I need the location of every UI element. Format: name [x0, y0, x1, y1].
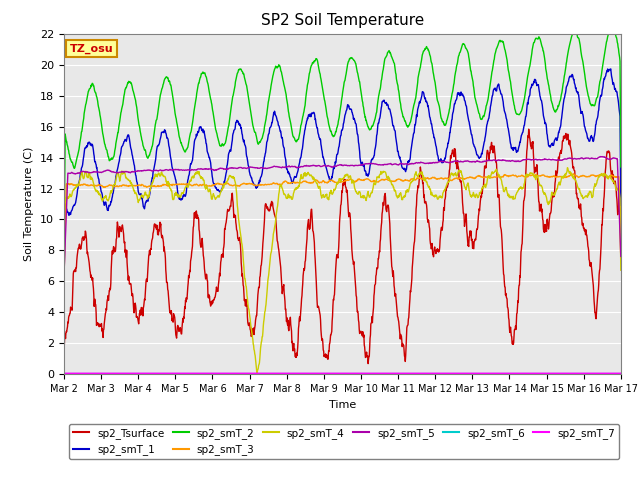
- sp2_smT_4: [170, 194, 178, 200]
- sp2_smT_5: [502, 157, 509, 163]
- sp2_smT_7: [60, 371, 68, 376]
- sp2_smT_6: [184, 371, 191, 376]
- sp2_smT_1: [617, 203, 625, 208]
- sp2_smT_4: [246, 316, 254, 322]
- Text: TZ_osu: TZ_osu: [70, 44, 113, 54]
- sp2_smT_2: [246, 105, 254, 110]
- sp2_smT_2: [569, 31, 577, 36]
- sp2_smT_2: [170, 105, 178, 110]
- sp2_smT_2: [429, 67, 436, 72]
- sp2_smT_1: [170, 172, 178, 178]
- sp2_smT_1: [184, 177, 191, 183]
- Legend: sp2_Tsurface, sp2_smT_1, sp2_smT_2, sp2_smT_3, sp2_smT_4, sp2_smT_5, sp2_smT_6, : sp2_Tsurface, sp2_smT_1, sp2_smT_2, sp2_…: [69, 424, 619, 459]
- sp2_Tsurface: [170, 312, 178, 318]
- sp2_smT_1: [60, 283, 68, 289]
- sp2_smT_3: [184, 181, 191, 187]
- sp2_smT_1: [429, 128, 436, 134]
- sp2_smT_7: [170, 371, 178, 376]
- sp2_smT_1: [607, 66, 614, 72]
- sp2_smT_4: [502, 186, 509, 192]
- sp2_smT_7: [184, 371, 191, 376]
- sp2_Tsurface: [617, 252, 625, 258]
- sp2_smT_7: [246, 371, 254, 376]
- Line: sp2_smT_1: sp2_smT_1: [64, 69, 621, 286]
- X-axis label: Time: Time: [329, 400, 356, 409]
- sp2_smT_4: [564, 165, 572, 170]
- sp2_Tsurface: [60, 347, 68, 352]
- sp2_Tsurface: [364, 361, 372, 367]
- sp2_smT_5: [184, 167, 191, 173]
- sp2_smT_2: [502, 49, 509, 55]
- Line: sp2_smT_5: sp2_smT_5: [64, 156, 621, 275]
- sp2_Tsurface: [246, 326, 254, 332]
- sp2_smT_4: [551, 190, 559, 195]
- sp2_smT_1: [551, 137, 559, 143]
- sp2_smT_6: [60, 371, 68, 376]
- sp2_smT_5: [246, 164, 254, 170]
- sp2_smT_7: [551, 371, 559, 376]
- sp2_smT_6: [617, 371, 625, 376]
- sp2_Tsurface: [502, 290, 509, 296]
- sp2_smT_3: [599, 171, 607, 177]
- sp2_smT_5: [170, 167, 178, 173]
- sp2_smT_4: [617, 267, 625, 273]
- sp2_smT_6: [551, 371, 559, 376]
- sp2_smT_3: [502, 172, 509, 178]
- sp2_smT_3: [60, 276, 68, 282]
- sp2_smT_3: [246, 181, 254, 187]
- Y-axis label: Soil Temperature (C): Soil Temperature (C): [24, 147, 35, 261]
- sp2_Tsurface: [429, 251, 437, 257]
- sp2_smT_2: [60, 249, 68, 254]
- sp2_Tsurface: [525, 126, 532, 132]
- sp2_smT_1: [502, 111, 509, 117]
- sp2_smT_5: [429, 160, 436, 166]
- sp2_smT_6: [502, 371, 509, 376]
- sp2_smT_6: [429, 371, 436, 376]
- sp2_smT_4: [429, 193, 437, 199]
- Line: sp2_smT_4: sp2_smT_4: [64, 168, 621, 372]
- sp2_Tsurface: [184, 284, 191, 289]
- Line: sp2_smT_3: sp2_smT_3: [64, 174, 621, 279]
- sp2_smT_1: [246, 172, 254, 178]
- sp2_smT_3: [429, 174, 436, 180]
- sp2_smT_2: [617, 164, 625, 170]
- sp2_smT_6: [246, 371, 254, 376]
- Title: SP2 Soil Temperature: SP2 Soil Temperature: [260, 13, 424, 28]
- sp2_smT_2: [551, 108, 559, 114]
- sp2_smT_4: [60, 263, 68, 269]
- sp2_smT_7: [502, 371, 509, 376]
- sp2_smT_7: [617, 371, 625, 376]
- sp2_smT_5: [551, 157, 559, 163]
- sp2_smT_3: [551, 173, 559, 179]
- sp2_Tsurface: [552, 178, 559, 183]
- Line: sp2_Tsurface: sp2_Tsurface: [64, 129, 621, 364]
- sp2_smT_4: [184, 184, 191, 190]
- sp2_smT_3: [170, 182, 178, 188]
- sp2_smT_4: [253, 370, 261, 375]
- sp2_smT_7: [429, 371, 436, 376]
- sp2_smT_5: [617, 253, 625, 259]
- sp2_smT_5: [597, 154, 605, 159]
- sp2_smT_5: [60, 272, 68, 277]
- Line: sp2_smT_2: sp2_smT_2: [64, 34, 621, 252]
- sp2_smT_2: [184, 144, 191, 150]
- sp2_smT_6: [170, 371, 178, 376]
- sp2_smT_3: [617, 256, 625, 262]
